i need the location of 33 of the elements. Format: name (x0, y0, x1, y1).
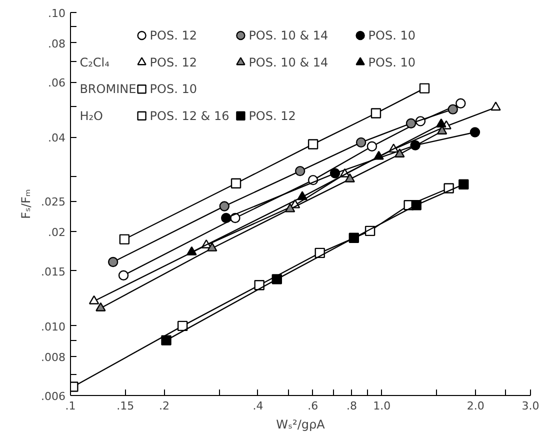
y-tick-label: .10 (48, 7, 66, 20)
annotation: H₂O (80, 108, 103, 123)
legend-label: POS. 10 & 14 (248, 28, 328, 42)
legend-label: POS. 12 (150, 55, 198, 70)
y-tick-label: .08 (48, 37, 66, 50)
x-tick-label: .4 (252, 400, 264, 412)
x-axis-title: Wₛ²/gρA (276, 418, 326, 432)
x-tick-label: 3.0 (522, 400, 540, 412)
legend-label: POS. 12 & 16 (150, 108, 230, 123)
y-tick-label: .015 (41, 265, 66, 278)
x-tick-label: .2 (159, 400, 170, 412)
legend-label: POS. 10 (368, 55, 416, 70)
y-tick-label: .006 (41, 390, 66, 403)
annotation: C₂Cl₄ (80, 55, 110, 70)
x-tick-label: 1.0 (373, 400, 391, 412)
legend-label: POS. 10 (150, 82, 198, 96)
y-tick-label: .02 (48, 226, 66, 240)
x-tick-label: 2.0 (466, 400, 484, 412)
annotation: BROMINE (80, 82, 136, 96)
y-tick-label: .010 (41, 320, 66, 334)
x-tick-label: .8 (346, 400, 357, 412)
y-tick-label: .06 (48, 76, 66, 90)
y-axis-title: Fₛ/Fₘ (19, 189, 34, 219)
y-tick-label: .008 (41, 350, 66, 364)
legend-label: POS. 12 (150, 28, 198, 42)
legend-label: POS. 10 & 14 (248, 55, 328, 70)
x-tick-label: .1 (65, 400, 76, 412)
legend-label: POS. 12 (248, 108, 296, 123)
legend-label: POS. 10 (368, 28, 416, 42)
y-tick-label: .025 (41, 196, 66, 209)
x-tick-label: .15 (116, 400, 134, 412)
x-tick-label: .6 (308, 400, 318, 412)
y-tick-label: .04 (48, 132, 66, 145)
